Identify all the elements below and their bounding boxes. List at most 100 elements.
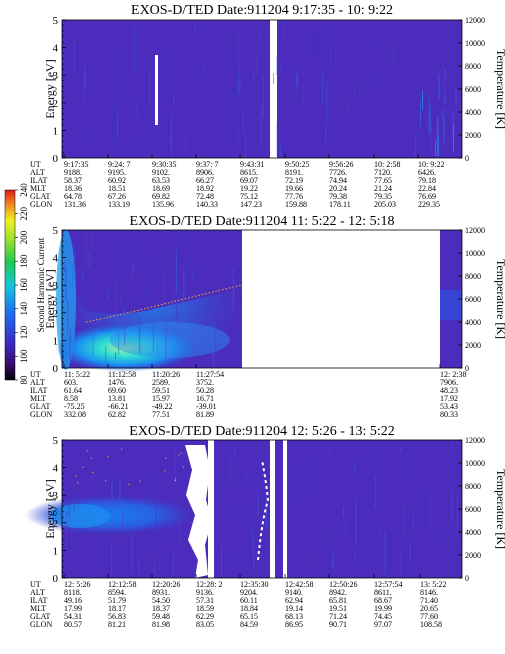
table-cell: 12: 2:38 (440, 370, 466, 379)
streak (250, 506, 252, 540)
panel-2-right-band (440, 290, 462, 320)
streak (428, 96, 430, 135)
streak (157, 345, 159, 356)
streak (121, 293, 122, 303)
streak (435, 139, 437, 156)
streak (192, 270, 194, 278)
y-tick-label: 1 (53, 125, 59, 137)
streak (179, 232, 181, 240)
streak (73, 483, 75, 513)
y2-tick-label: 12000 (465, 16, 485, 25)
table-cell: 8.58 (64, 394, 78, 403)
panel-1: EXOS-D/TED Date:911204 9:17:35 - 10: 9:2… (30, 3, 505, 209)
table-row-label: UT (30, 370, 41, 379)
streak (384, 531, 386, 574)
table-cell: 81.21 (108, 620, 126, 629)
table-row-label: GLAT (30, 192, 51, 201)
streak (221, 547, 222, 576)
streak (265, 491, 267, 530)
streak (444, 95, 446, 115)
streak (381, 71, 383, 82)
streak (111, 543, 113, 576)
panel-1-axes: 0 1 2 3 4 5 0 2000 4000 6000 8000 10000 12000 (53, 15, 486, 165)
streak (123, 244, 125, 279)
panel-1-streaks (73, 24, 457, 156)
streak (214, 322, 216, 352)
streak (146, 285, 148, 307)
table-cell: 68.13 (285, 612, 303, 621)
panel-1-orbit-table: UTALTILATMLTGLATGLON9:17:359188.58.3718.… (30, 160, 444, 209)
y2-tick-label: 10000 (465, 39, 485, 48)
panel-3-title: EXOS-D/TED Date:911204 12: 5:26 - 13: 5:… (129, 424, 394, 439)
panel-2: EXOS-D/TED Date:911204 11: 5:22 - 12: 5:… (4, 183, 505, 419)
temperature-sample (178, 454, 180, 456)
table-cell: 77.51 (152, 410, 170, 419)
table-cell: 7906. (440, 378, 458, 387)
table-cell: 79.35 (374, 192, 392, 201)
streak (163, 267, 165, 306)
table-cell: 10: 2:58 (374, 160, 400, 169)
streak (279, 141, 281, 156)
streak (159, 507, 161, 541)
streak (213, 347, 215, 366)
streak (375, 475, 377, 509)
streak (450, 463, 451, 475)
table-cell: 60.92 (108, 176, 126, 185)
y2-tick-label: 6000 (465, 505, 481, 514)
table-cell: 9:24: 7 (108, 160, 130, 169)
table-cell: 3752. (196, 378, 214, 387)
table-cell: 81.98 (152, 620, 170, 629)
table-cell: 8594. (108, 588, 126, 597)
table-row-label: GLAT (30, 402, 51, 411)
streak (168, 50, 170, 87)
streak (245, 469, 247, 485)
streak (139, 316, 141, 354)
streak (102, 300, 104, 331)
y-tick-label: 1 (53, 545, 59, 557)
table-row-label: ILAT (30, 596, 47, 605)
panel-3-white-arc (257, 459, 270, 561)
table-cell: 62.94 (285, 596, 303, 605)
y2-tick-label: 8000 (465, 62, 481, 71)
streak (212, 322, 214, 356)
streak (230, 455, 231, 486)
table-cell: 69.07 (240, 176, 258, 185)
streak (64, 261, 66, 273)
streak (118, 330, 120, 355)
streak (345, 523, 347, 532)
table-cell: 9:30:35 (152, 160, 176, 169)
table-cell: 19.66 (285, 184, 303, 193)
streak (62, 350, 64, 366)
table-cell: 7726. (329, 168, 347, 177)
streak (74, 251, 76, 262)
streak (438, 73, 440, 99)
streak (416, 498, 418, 519)
streak (171, 557, 173, 576)
table-cell: 229.35 (418, 200, 440, 209)
streak (245, 138, 247, 156)
table-cell: 19.99 (374, 604, 392, 613)
streak (244, 127, 246, 156)
table-row-label: MLT (30, 184, 46, 193)
table-cell: 67.26 (108, 192, 126, 201)
streak (169, 249, 171, 283)
streak (310, 472, 312, 497)
table-cell: 59.48 (152, 612, 170, 621)
y2-tick-label: 12000 (465, 436, 485, 445)
table-cell: 18.92 (196, 184, 214, 193)
table-cell: 64.78 (64, 192, 82, 201)
streak (258, 89, 260, 101)
table-row-label: ALT (30, 588, 45, 597)
streak (106, 290, 108, 299)
panel-3-data-gap-3 (283, 440, 287, 578)
streak (302, 70, 304, 107)
streak (400, 445, 402, 453)
streak (82, 271, 84, 282)
streak (238, 31, 240, 77)
streak (155, 503, 157, 549)
streak (326, 82, 328, 125)
streak (118, 473, 120, 507)
streak (354, 461, 356, 473)
streak (84, 66, 86, 92)
table-cell: 12:50:26 (329, 580, 357, 589)
